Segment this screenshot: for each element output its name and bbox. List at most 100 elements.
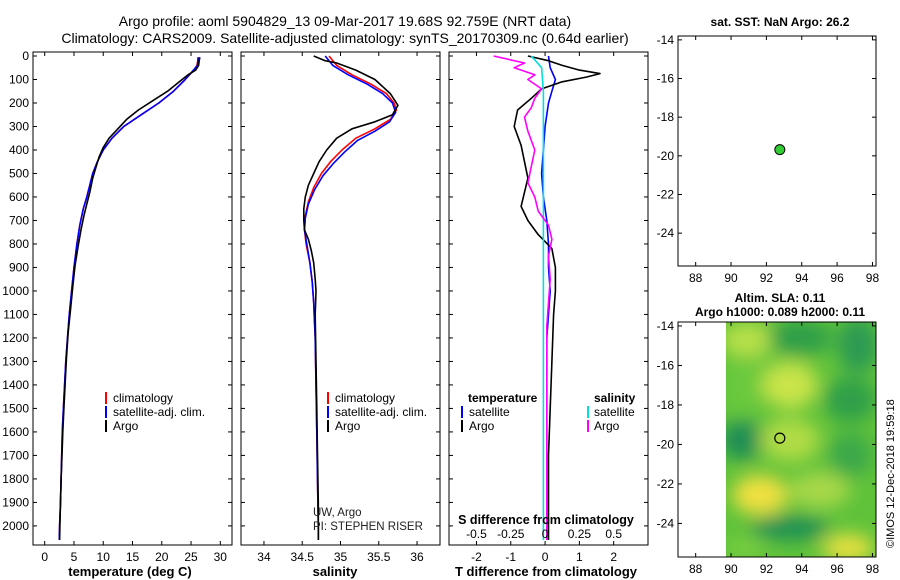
temperature-xlabel: temperature (deg C) <box>68 564 192 579</box>
s-difference-ticks: -0.5 -0.25 0 0.25 0.5 <box>466 527 622 541</box>
x-tick-label: 35 <box>334 550 348 564</box>
map-x-tick-label: 94 <box>795 562 809 576</box>
map-y-tick-label: -20 <box>657 437 675 451</box>
y-tick-label: 0 <box>22 49 29 63</box>
map-y-tick-label: -24 <box>657 226 675 240</box>
series-climatology <box>58 57 200 541</box>
argo-location-marker <box>774 432 786 444</box>
title-line2: Climatology: CARS2009. Satellite-adjuste… <box>61 30 628 46</box>
x-tick-label: 34 <box>257 550 271 564</box>
y-tick-label: 1500 <box>2 401 29 415</box>
series-s-argo <box>493 55 553 540</box>
sla-map: 88 90 92 94 96 98 -14 -16 -18 -20 -22 -24 <box>657 319 880 576</box>
x-tick-label: -1 <box>505 550 516 564</box>
y-tick-label: 600 <box>9 190 29 204</box>
difference-legend-salinity: salinity satellite Argo <box>587 391 636 433</box>
map-y-tick-label: -22 <box>657 187 675 201</box>
x-tick-label: -2 <box>471 550 482 564</box>
series-t-argo <box>513 55 601 540</box>
temperature-legend: climatology satellite-adj. clim. Argo <box>105 391 205 433</box>
map-x-tick-label: 96 <box>830 271 844 285</box>
map-y-tick-label: -14 <box>657 319 675 333</box>
y-tick-label: 1700 <box>2 448 29 462</box>
salinity-annotation-pi: PI: STEPHEN RISER <box>313 521 423 533</box>
x-tick-label: 10 <box>97 550 111 564</box>
map-x-tick-label: 92 <box>760 271 774 285</box>
x-tick-label: 0 <box>542 550 549 564</box>
sla-blobs <box>726 322 876 557</box>
argo-location-marker <box>774 144 786 156</box>
sla-map-title-line1: Altim. SLA: 0.11 <box>735 291 826 305</box>
legend-climatology: climatology <box>335 391 395 405</box>
series-argo <box>302 55 399 540</box>
map-x-tick-label: 96 <box>830 562 844 576</box>
map-x-tick-label: 94 <box>795 271 809 285</box>
map-x-tick-label: 88 <box>689 562 703 576</box>
difference-plot: -2 -1 0 1 2 <box>449 52 648 564</box>
salinity-annotation-source: UW, Argo <box>313 507 362 519</box>
y-tick-label: 1100 <box>3 307 29 321</box>
legend-t-satellite: satellite <box>469 405 510 419</box>
map-x-tick-label: 98 <box>866 562 880 576</box>
map-y-tick-label: -16 <box>657 72 675 86</box>
y-tick-label: 900 <box>9 260 29 274</box>
map-x-tick-label: 98 <box>866 271 880 285</box>
map-y-tick-label: -24 <box>657 516 675 530</box>
x-tick-label: 30 <box>214 550 228 564</box>
salinity-plot: 34 34.5 35 35.5 36 <box>241 52 440 564</box>
s-tick-label: 0 <box>542 527 549 541</box>
map-y-tick-label: -18 <box>657 398 675 412</box>
temperature-panel <box>32 51 233 546</box>
map-y-tick-label: -14 <box>657 33 675 47</box>
legend-t-argo: Argo <box>469 419 495 433</box>
salinity-legend: climatology satellite-adj. clim. Argo <box>327 391 427 433</box>
legend-climatology: climatology <box>113 391 173 405</box>
series-satellite-adj-clim- <box>58 57 199 541</box>
sst-map-title: sat. SST: NaN Argo: 26.2 <box>711 15 850 29</box>
y-tick-label: 400 <box>9 143 29 157</box>
map-y-tick-label: -20 <box>657 149 675 163</box>
salinity-xlabel: salinity <box>313 564 359 579</box>
x-tick-label: 15 <box>126 550 140 564</box>
map-y-tick-label: -16 <box>657 358 675 372</box>
salinity-panel <box>240 51 441 546</box>
legend-argo: Argo <box>335 419 361 433</box>
legend-satellite: satellite-adj. clim. <box>335 405 427 419</box>
map-x-tick-label: 92 <box>760 562 774 576</box>
title-line1: Argo profile: aoml 5904829_13 09-Mar-201… <box>119 13 571 29</box>
x-tick-label: 2 <box>610 550 617 564</box>
x-tick-label: 0 <box>41 550 48 564</box>
legend-s-satellite: satellite <box>594 405 635 419</box>
legend-argo: Argo <box>113 419 139 433</box>
y-tick-label: 800 <box>9 237 29 251</box>
legend-salinity-title: salinity <box>594 391 636 405</box>
s-tick-label: 0.5 <box>605 527 622 541</box>
s-tick-label: -0.5 <box>466 527 487 541</box>
y-tick-label: 1200 <box>2 331 29 345</box>
sla-map-panel <box>677 321 877 558</box>
s-tick-label: -0.25 <box>497 527 525 541</box>
sst-map: 88 90 92 94 96 98 -14 -16 -18 -20 -22 -24 <box>657 33 880 285</box>
y-tick-label: 1800 <box>2 472 29 486</box>
map-x-tick-label: 90 <box>724 271 738 285</box>
s-difference-label: S difference from climatology <box>458 513 634 527</box>
legend-s-argo: Argo <box>594 419 620 433</box>
temperature-plot: 0100200300400500600700800900100011001200… <box>2 49 232 564</box>
y-tick-label: 700 <box>9 213 29 227</box>
legend-temperature-title: temperature <box>468 391 538 405</box>
y-tick-label: 1600 <box>2 425 29 439</box>
series-argo <box>58 57 201 541</box>
x-tick-label: 36 <box>410 550 424 564</box>
y-tick-label: 500 <box>9 166 29 180</box>
x-tick-label: 35.5 <box>367 550 391 564</box>
y-tick-label: 300 <box>9 119 29 133</box>
y-tick-label: 100 <box>9 72 29 86</box>
legend-satellite: satellite-adj. clim. <box>113 405 205 419</box>
series-s-satellite <box>530 55 545 540</box>
map-y-tick-label: -22 <box>657 477 675 491</box>
y-tick-label: 1300 <box>2 354 29 368</box>
y-tick-label: 2000 <box>2 519 29 533</box>
map-x-tick-label: 88 <box>689 271 703 285</box>
sla-map-title-line2: Argo h1000: 0.089 h2000: 0.11 <box>695 305 865 319</box>
map-y-tick-label: -18 <box>657 110 675 124</box>
